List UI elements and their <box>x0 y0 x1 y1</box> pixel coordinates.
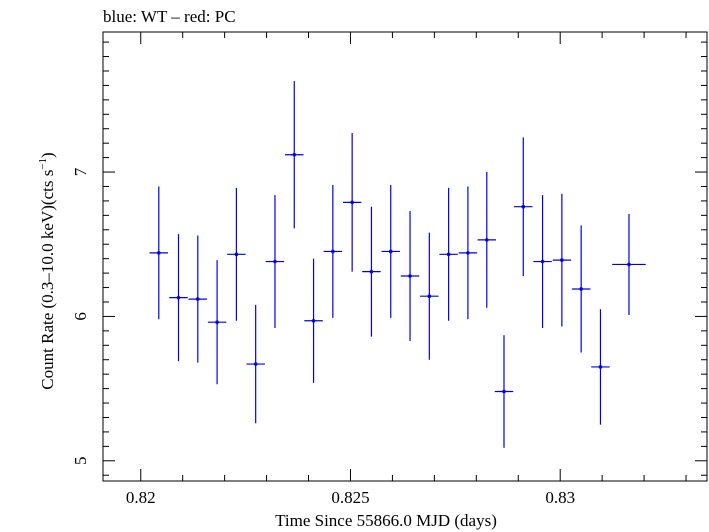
y-tick-label: 5 <box>71 457 90 466</box>
point-marker <box>234 252 239 257</box>
y-axis-ticks: 5 6 7 <box>71 41 707 476</box>
data-point <box>265 195 285 328</box>
point-marker <box>350 200 354 205</box>
data-point <box>533 195 552 328</box>
point-marker <box>176 295 181 300</box>
y-tick-label: 6 <box>71 312 90 321</box>
data-points <box>149 81 646 448</box>
plot-frame <box>102 31 708 482</box>
point-marker <box>627 262 631 267</box>
data-point <box>188 235 208 363</box>
data-point <box>552 193 572 327</box>
point-marker <box>311 318 316 323</box>
point-marker <box>369 269 374 274</box>
data-point <box>323 185 343 318</box>
point-marker <box>579 287 583 291</box>
data-point <box>342 133 362 272</box>
y-axis-label-main: Count Rate (0.3–10.0 keV)(cts s <box>38 170 57 390</box>
data-point <box>304 258 323 383</box>
data-point <box>494 335 514 448</box>
x-tick-label: 0.82 <box>126 488 156 507</box>
x-tick-label: 0.83 <box>545 488 575 507</box>
point-marker <box>253 362 258 366</box>
data-point <box>612 213 646 315</box>
x-axis-ticks: 0.82 0.825 0.83 <box>126 32 687 507</box>
point-marker <box>273 259 277 264</box>
point-marker <box>331 249 335 254</box>
data-point <box>381 185 400 318</box>
y-axis-label: Count Rate (0.3–10.0 keV)(cts s−1) <box>37 152 57 389</box>
data-point <box>400 211 420 341</box>
point-marker <box>215 320 219 324</box>
data-point <box>227 187 246 321</box>
y-tick-label: 7 <box>71 167 90 176</box>
point-marker <box>466 251 470 255</box>
y-axis-label-close: ) <box>38 152 57 158</box>
data-point <box>591 309 610 425</box>
x-tick-label: 0.825 <box>331 488 369 507</box>
point-marker <box>560 258 564 262</box>
data-point <box>169 234 188 362</box>
point-marker <box>540 259 545 264</box>
data-point <box>514 137 533 276</box>
data-point <box>477 172 497 308</box>
y-axis-label-exponent: −1 <box>37 158 49 170</box>
data-point <box>420 232 439 360</box>
point-marker <box>521 204 526 209</box>
point-marker <box>484 238 489 242</box>
point-marker <box>427 294 432 299</box>
point-marker <box>502 389 506 394</box>
point-marker <box>446 252 451 257</box>
data-point <box>439 187 458 321</box>
data-point <box>207 260 227 385</box>
x-axis-label: Time Since 55866.0 MJD (days) <box>275 511 497 530</box>
data-point <box>285 81 304 229</box>
point-marker <box>195 297 200 301</box>
data-point <box>246 304 265 424</box>
point-marker <box>156 251 161 255</box>
data-point <box>571 225 591 353</box>
data-point <box>458 186 478 320</box>
chart-title: blue: WT – red: PC <box>103 7 236 26</box>
point-marker <box>598 365 603 369</box>
point-marker <box>408 274 412 278</box>
point-marker <box>388 249 393 254</box>
data-point <box>362 206 381 337</box>
point-marker <box>292 152 297 157</box>
data-point <box>149 186 169 320</box>
